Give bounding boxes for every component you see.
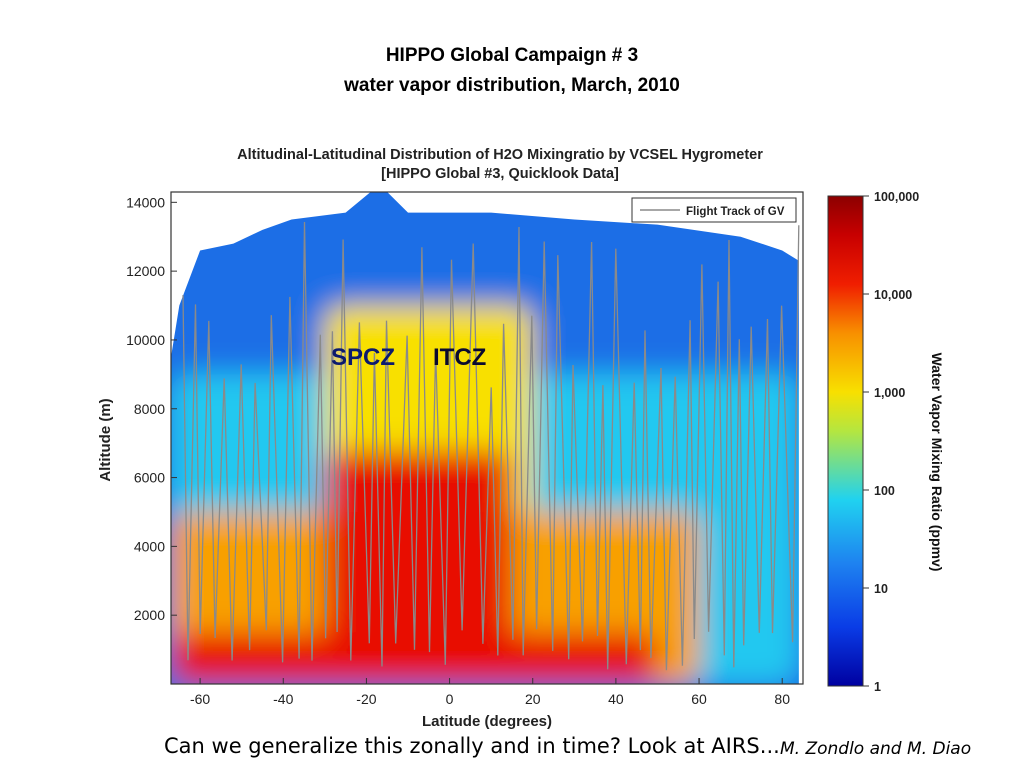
x-tick-label: 80 (774, 691, 790, 707)
colorbar-tick-label: 100 (874, 484, 895, 498)
colorbar-tick-label: 100,000 (874, 190, 919, 204)
author-credit: M. Zondlo and M. Diao (780, 739, 972, 759)
y-axis-label: Altitude (m) (97, 398, 114, 481)
y-tick-label: 8000 (134, 401, 165, 417)
x-tick-label: -20 (356, 691, 376, 707)
flight-track-lines (182, 221, 800, 671)
legend: Flight Track of GV (631, 197, 797, 223)
y-tick-label: 14000 (126, 194, 165, 210)
x-tick-label: 0 (446, 691, 454, 707)
legend-label: Flight Track of GV (686, 206, 785, 218)
x-axis: -60 -40 -20 0 20 40 60 80 (190, 678, 790, 707)
flight-track-path (182, 221, 800, 671)
itcz-annotation: ITCZ (433, 344, 487, 371)
chart-title: Altitudinal-Latitudinal Distribution of … (237, 147, 763, 163)
colorbar-tick-label: 10 (874, 582, 888, 596)
x-tick-label: -60 (190, 691, 210, 707)
y-tick-label: 12000 (126, 263, 165, 279)
water-vapor-field (171, 192, 799, 684)
slide-title-line-2: water vapor distribution, March, 2010 (344, 75, 680, 96)
colorbar-tick-label: 1,000 (874, 386, 905, 400)
x-axis-label: Latitude (degrees) (422, 713, 552, 730)
chart-subtitle: [HIPPO Global #3, Quicklook Data] (381, 166, 619, 182)
y-tick-label: 4000 (134, 538, 165, 554)
x-tick-label: 60 (691, 691, 707, 707)
slide-title-line-1: HIPPO Global Campaign # 3 (385, 45, 639, 66)
colorbar-tick-label: 1 (874, 680, 881, 694)
y-axis: 2000 4000 6000 8000 10000 12000 14000 (126, 194, 177, 623)
x-tick-label: 40 (608, 691, 624, 707)
y-tick-label: 6000 (134, 470, 165, 486)
field-band-red (171, 632, 658, 684)
colorbar-ticks: 100,000 10,000 1,000 100 10 1 (863, 190, 919, 694)
question-text: Can we generalize this zonally and in ti… (164, 734, 780, 758)
colorbar (827, 195, 864, 687)
plot-frame (170, 191, 804, 685)
colorbar-tick-label: 10,000 (874, 288, 912, 302)
x-tick-label: 20 (525, 691, 541, 707)
x-tick-label: -40 (273, 691, 293, 707)
colorbar-label: Water Vapor Mixing Ratio (ppmv) (929, 353, 945, 572)
y-tick-label: 2000 (134, 607, 165, 623)
y-tick-label: 10000 (126, 332, 165, 348)
spcz-annotation: SPCZ (331, 344, 396, 371)
